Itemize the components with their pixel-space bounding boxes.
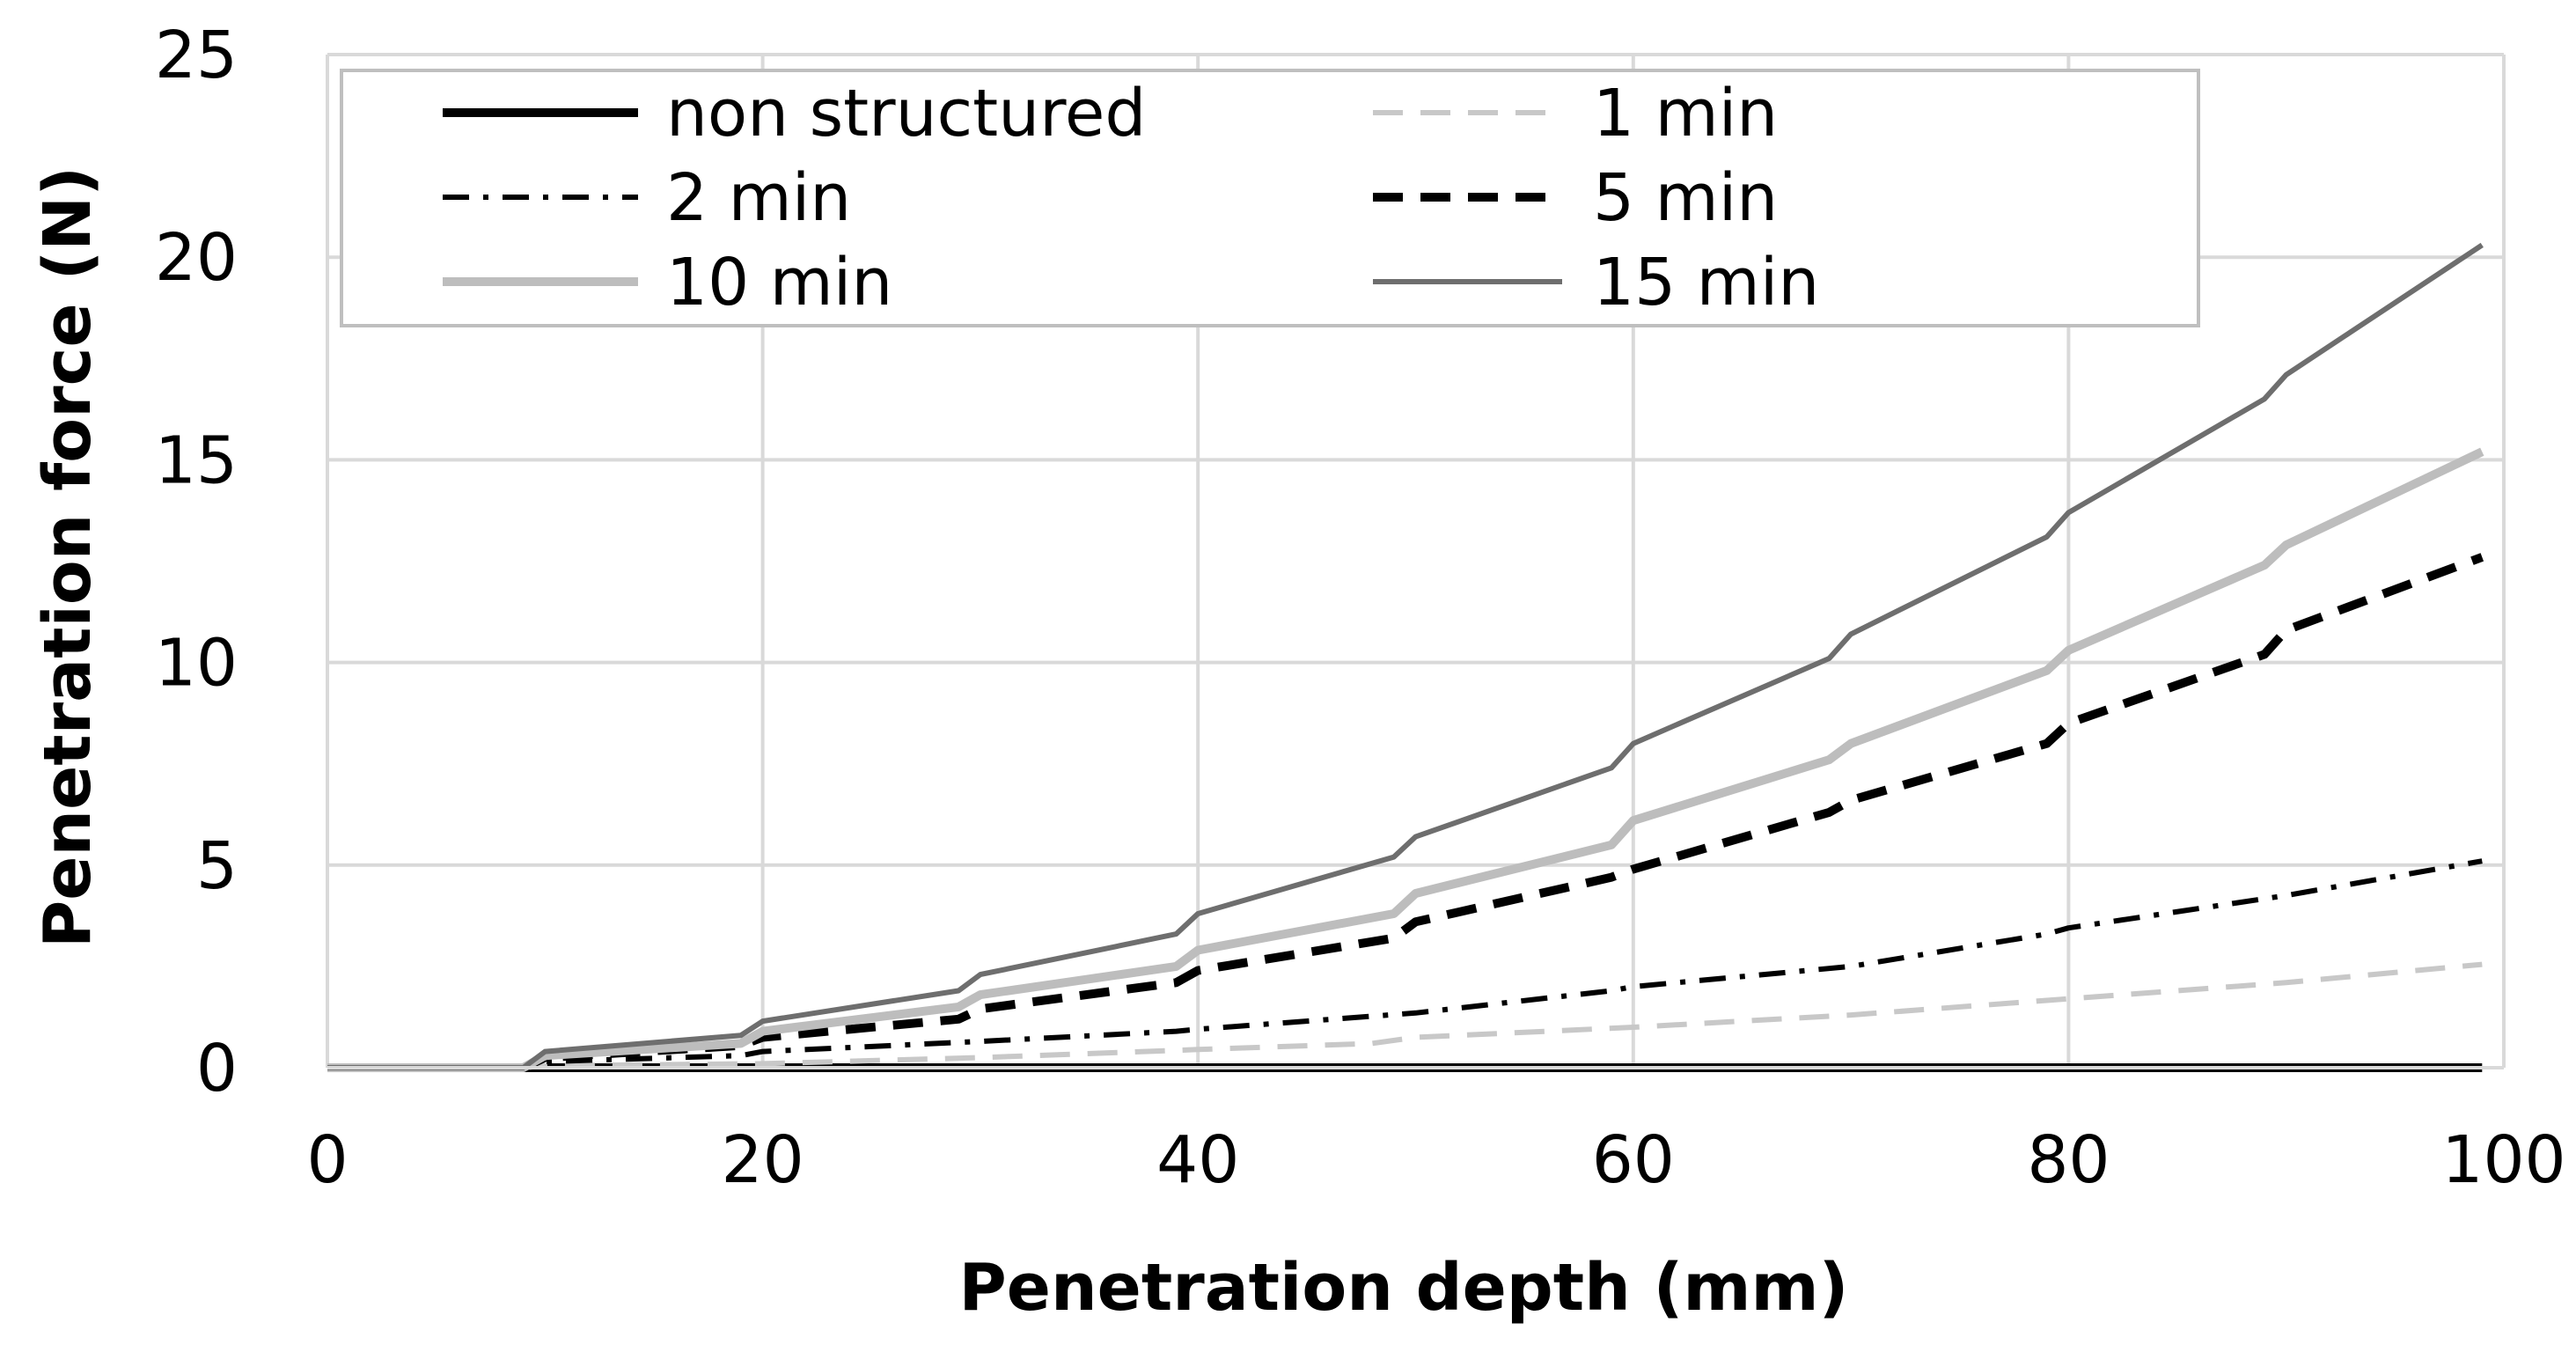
series-line-15-min: [327, 242, 2484, 1070]
y-tick-label: 15: [155, 423, 238, 498]
x-tick-label: 0: [306, 1122, 348, 1198]
x-tick-label: 80: [2027, 1122, 2110, 1198]
legend-label: 10 min: [666, 245, 892, 320]
series-line-2-min: [327, 858, 2483, 1070]
x-tick-label: 60: [1592, 1122, 1675, 1198]
x-tick-label: 20: [722, 1122, 804, 1198]
legend-label: non structured: [666, 76, 1146, 151]
legend-label: 1 min: [1593, 76, 1778, 151]
legend: non structured 1 min 2 min 5 min 10 min 15 mi…: [340, 69, 2200, 327]
y-axis-title: Penetration force (N): [30, 166, 106, 948]
legend-label: 2 min: [666, 160, 851, 236]
series-line-1-min: [327, 961, 2483, 1070]
series-line-10-min: [327, 447, 2484, 1072]
y-tick-label: 0: [196, 1031, 238, 1106]
series-lines: [327, 242, 2484, 1072]
x-tick-label: 40: [1156, 1122, 1239, 1198]
y-tick-label: 10: [155, 626, 238, 702]
legend-label: 15 min: [1593, 245, 1819, 320]
y-tick-label: 20: [155, 220, 238, 296]
legend-box: [340, 69, 2200, 327]
x-tick-label: 100: [2441, 1122, 2565, 1198]
x-axis-title: Penetration depth (mm): [959, 1250, 1849, 1326]
tick-labels: 0 20 40 60 80 100 0 5 10 15 20 25: [155, 18, 2566, 1198]
series-line-5-min: [327, 553, 2484, 1072]
y-tick-label: 25: [155, 18, 238, 93]
y-tick-label: 5: [196, 828, 238, 904]
legend-label: 5 min: [1593, 160, 1778, 236]
